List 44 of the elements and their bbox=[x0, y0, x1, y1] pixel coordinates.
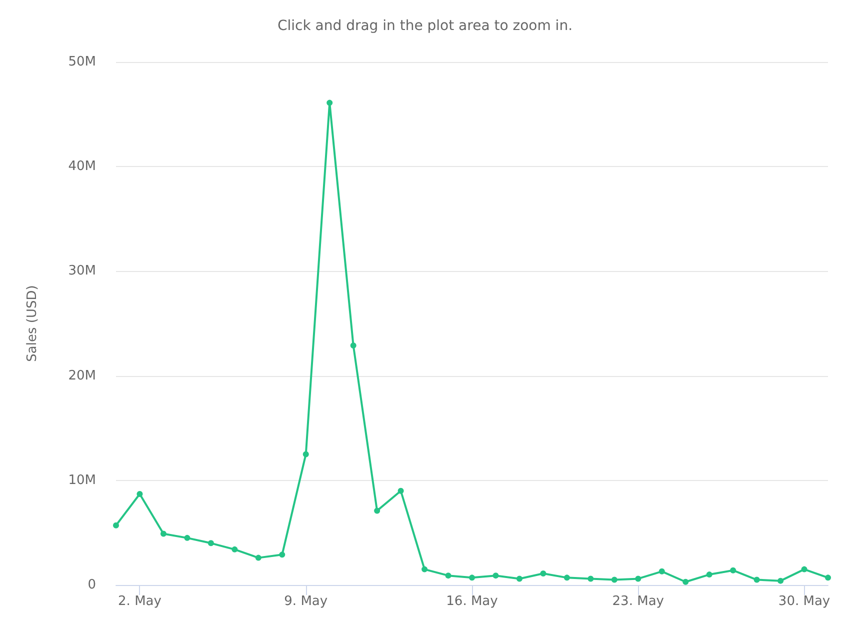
point bbox=[326, 100, 333, 106]
x-tick-label: 30. May bbox=[778, 594, 830, 609]
y-axis-title: Sales (USD) bbox=[25, 285, 40, 362]
y-tick-label: 10M bbox=[68, 472, 96, 488]
point bbox=[611, 576, 618, 583]
point bbox=[255, 554, 262, 561]
chart-subtitle: Click and drag in the plot area to zoom in. bbox=[277, 18, 573, 34]
point bbox=[160, 530, 166, 537]
point bbox=[208, 540, 214, 546]
x-tick-label: 9. May bbox=[284, 594, 328, 609]
point bbox=[825, 574, 831, 581]
point bbox=[398, 488, 404, 494]
point bbox=[588, 576, 594, 582]
point bbox=[754, 576, 760, 583]
point bbox=[302, 451, 309, 458]
x-tick-label: 2. May bbox=[118, 594, 162, 609]
x-tick-label: 23. May bbox=[612, 594, 664, 609]
x-tick-label: 16. May bbox=[446, 594, 498, 609]
point bbox=[445, 572, 452, 579]
y-tick-label: 20M bbox=[68, 368, 96, 384]
y-tick-label: 0 bbox=[88, 578, 96, 592]
point bbox=[564, 574, 570, 581]
point bbox=[232, 546, 238, 552]
y-tick-label: 50M bbox=[68, 54, 96, 70]
point bbox=[184, 534, 190, 541]
point bbox=[730, 567, 736, 574]
point bbox=[374, 508, 380, 514]
y-tick-label: 30M bbox=[68, 264, 96, 279]
point bbox=[350, 342, 356, 348]
point bbox=[136, 491, 143, 497]
point bbox=[801, 566, 808, 572]
point bbox=[682, 578, 689, 585]
point bbox=[469, 574, 475, 581]
y-tick-label: 40M bbox=[68, 159, 96, 174]
point bbox=[635, 576, 642, 582]
point bbox=[778, 578, 784, 584]
point bbox=[422, 566, 428, 572]
point bbox=[706, 572, 712, 578]
point bbox=[540, 570, 546, 576]
point bbox=[658, 568, 665, 574]
point bbox=[279, 552, 286, 558]
point bbox=[113, 522, 119, 528]
point bbox=[516, 576, 522, 582]
point bbox=[492, 572, 499, 579]
